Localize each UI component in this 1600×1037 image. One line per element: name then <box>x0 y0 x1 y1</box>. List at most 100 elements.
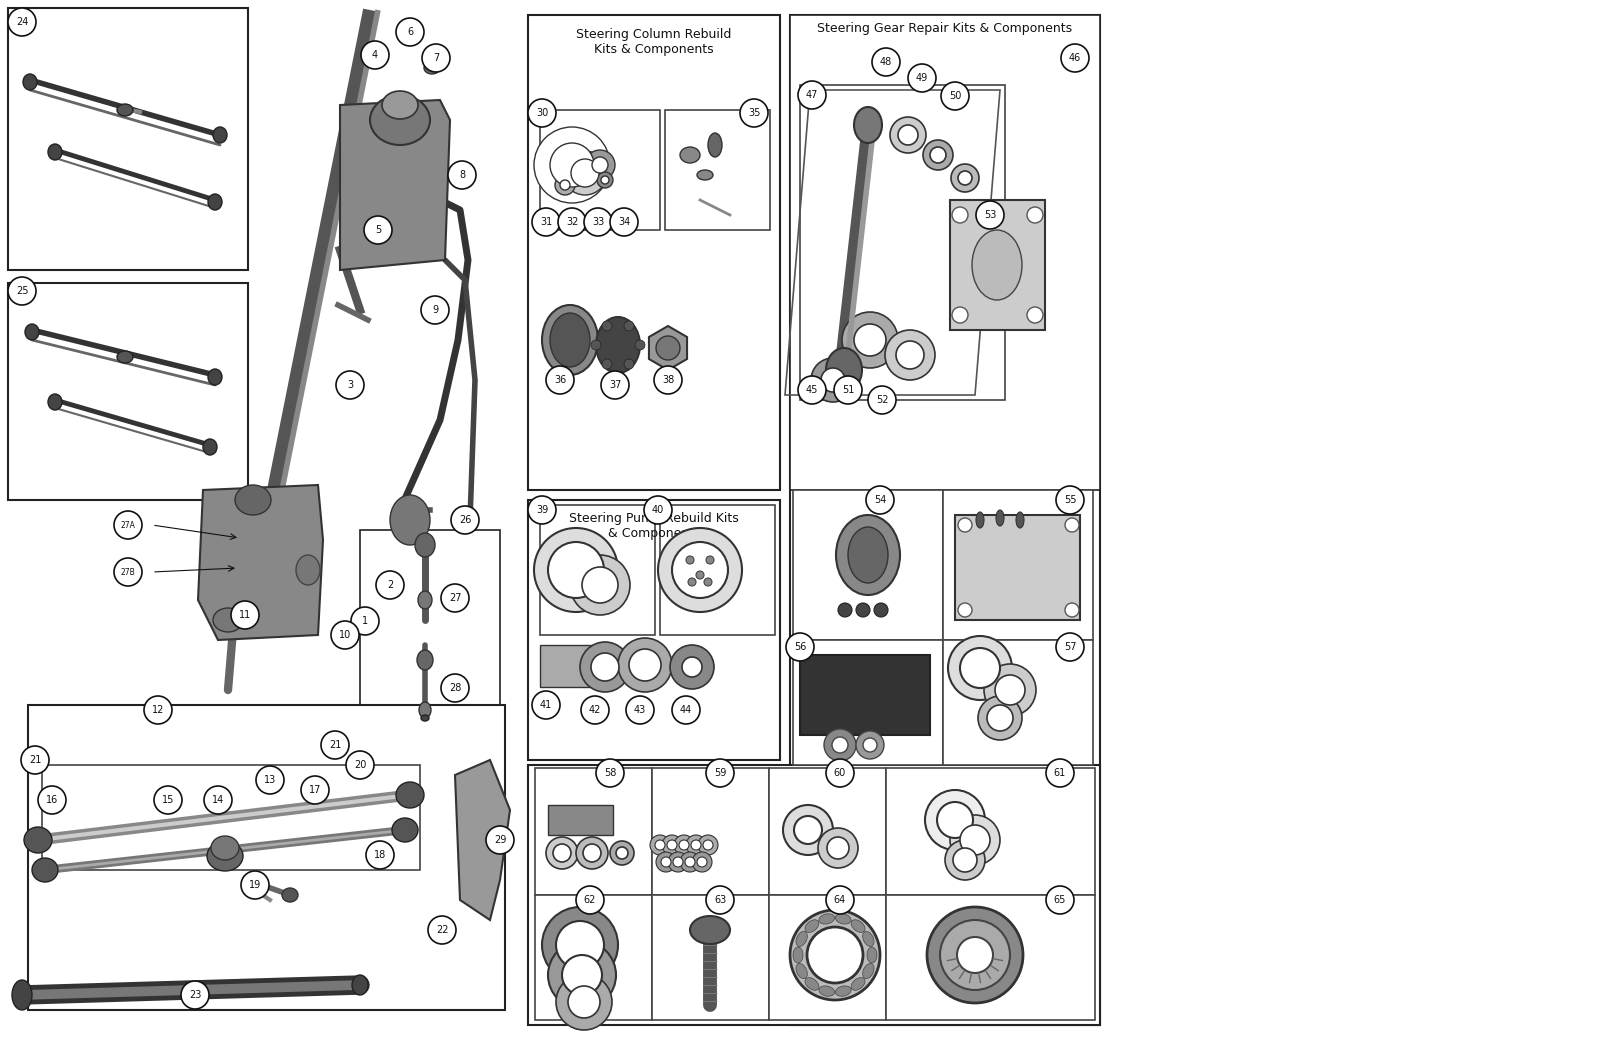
Ellipse shape <box>973 230 1022 300</box>
Bar <box>360 530 501 730</box>
Circle shape <box>995 675 1026 705</box>
Text: 15: 15 <box>162 795 174 805</box>
Ellipse shape <box>688 578 696 586</box>
Circle shape <box>826 759 854 787</box>
Text: 7: 7 <box>434 53 438 63</box>
Ellipse shape <box>686 556 694 564</box>
Bar <box>770 895 886 1020</box>
Circle shape <box>486 826 514 854</box>
Circle shape <box>842 312 898 368</box>
Text: 23: 23 <box>189 990 202 1000</box>
Circle shape <box>570 555 630 615</box>
Circle shape <box>667 840 677 850</box>
Ellipse shape <box>995 510 1005 526</box>
Circle shape <box>362 41 389 69</box>
Text: 8: 8 <box>459 170 466 180</box>
Text: 2: 2 <box>387 580 394 590</box>
Text: 30: 30 <box>536 108 549 118</box>
Circle shape <box>422 44 450 72</box>
Circle shape <box>826 886 854 914</box>
Circle shape <box>451 506 478 534</box>
Text: Steering Pump Rebuild Kits
& Components: Steering Pump Rebuild Kits & Components <box>570 512 739 540</box>
Polygon shape <box>341 100 450 270</box>
Ellipse shape <box>597 317 640 373</box>
Ellipse shape <box>392 818 418 842</box>
Text: 46: 46 <box>1069 53 1082 63</box>
Ellipse shape <box>13 980 32 1010</box>
Circle shape <box>1046 759 1074 787</box>
Circle shape <box>786 633 814 661</box>
Circle shape <box>610 208 638 236</box>
Circle shape <box>821 368 845 392</box>
Circle shape <box>38 786 66 814</box>
Circle shape <box>827 837 850 859</box>
Bar <box>42 765 421 870</box>
Circle shape <box>534 528 618 612</box>
Text: Steering Column Rebuild
Kits & Components: Steering Column Rebuild Kits & Component… <box>576 28 731 56</box>
Circle shape <box>691 840 701 850</box>
Bar <box>790 15 1101 1025</box>
Circle shape <box>584 208 613 236</box>
Ellipse shape <box>48 394 62 410</box>
Circle shape <box>322 731 349 759</box>
Text: 53: 53 <box>984 211 997 220</box>
Ellipse shape <box>854 107 882 143</box>
Circle shape <box>952 307 968 323</box>
Circle shape <box>656 336 680 360</box>
Circle shape <box>8 277 37 305</box>
Circle shape <box>442 584 469 612</box>
Circle shape <box>678 840 690 850</box>
Circle shape <box>626 696 654 724</box>
Ellipse shape <box>421 714 429 721</box>
Ellipse shape <box>296 555 320 585</box>
Circle shape <box>862 738 877 752</box>
Ellipse shape <box>117 351 133 363</box>
Circle shape <box>950 815 1000 865</box>
Text: 28: 28 <box>450 683 461 693</box>
Ellipse shape <box>213 608 243 632</box>
Text: 13: 13 <box>264 775 277 785</box>
Text: 10: 10 <box>339 630 350 640</box>
Text: 63: 63 <box>714 895 726 905</box>
Bar <box>541 110 661 230</box>
Ellipse shape <box>624 320 634 331</box>
Circle shape <box>557 974 613 1030</box>
Circle shape <box>654 840 666 850</box>
Circle shape <box>336 371 365 399</box>
Circle shape <box>930 147 946 163</box>
Ellipse shape <box>838 602 851 617</box>
Circle shape <box>542 907 618 983</box>
Text: 1: 1 <box>362 616 368 626</box>
Circle shape <box>528 99 557 127</box>
Text: 49: 49 <box>915 73 928 83</box>
Text: 55: 55 <box>1064 495 1077 505</box>
Text: 59: 59 <box>714 768 726 778</box>
Circle shape <box>938 802 973 838</box>
Bar <box>794 491 942 640</box>
Ellipse shape <box>795 931 808 947</box>
Bar <box>950 200 1045 330</box>
Text: 14: 14 <box>211 795 224 805</box>
Circle shape <box>576 886 605 914</box>
Circle shape <box>941 920 1010 990</box>
Ellipse shape <box>835 914 851 924</box>
Text: Steering Gear Repair Kits & Components: Steering Gear Repair Kits & Components <box>818 22 1072 35</box>
Ellipse shape <box>704 578 712 586</box>
Text: 57: 57 <box>1064 642 1077 652</box>
Circle shape <box>958 171 973 185</box>
Ellipse shape <box>418 650 434 670</box>
Ellipse shape <box>48 144 62 160</box>
Ellipse shape <box>805 920 819 932</box>
Bar <box>800 655 930 735</box>
Circle shape <box>702 840 714 850</box>
Circle shape <box>806 927 862 983</box>
Bar <box>29 705 506 1010</box>
Circle shape <box>706 886 734 914</box>
Circle shape <box>782 805 834 854</box>
Text: 18: 18 <box>374 850 386 860</box>
Text: 45: 45 <box>806 385 818 395</box>
Text: 3: 3 <box>347 380 354 390</box>
Circle shape <box>686 835 706 854</box>
Circle shape <box>376 571 405 599</box>
Ellipse shape <box>696 571 704 579</box>
